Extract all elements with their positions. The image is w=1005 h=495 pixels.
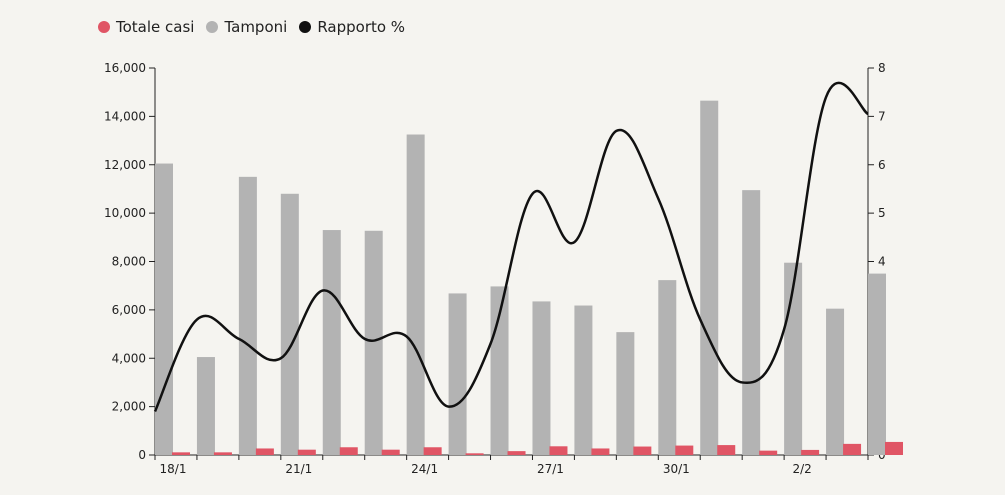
bar-tamponi xyxy=(238,176,257,455)
bar-totale-casi xyxy=(759,450,778,455)
bar-tamponi xyxy=(196,357,215,455)
bar-totale-casi xyxy=(591,448,610,455)
legend-item-totale-casi[interactable]: Totale casi xyxy=(98,18,194,36)
bar-tamponi xyxy=(364,230,383,455)
bar-totale-casi xyxy=(801,449,820,455)
y-tick-label-left: 16,000 xyxy=(104,61,146,75)
bar-tamponi xyxy=(826,308,845,455)
bar-tamponi xyxy=(700,100,719,455)
line-rapporto xyxy=(153,81,869,412)
bar-tamponi xyxy=(406,134,425,455)
legend-label-rapporto: Rapporto % xyxy=(317,18,406,36)
y-tick-label-left: 8,000 xyxy=(112,255,146,269)
bar-totale-casi xyxy=(549,446,568,455)
legend-label-tamponi: Tamponi xyxy=(224,18,288,36)
bar-tamponi xyxy=(574,305,593,455)
bar-tamponi xyxy=(322,230,341,455)
bar-totale-casi xyxy=(297,449,316,455)
y-tick-label-left: 0 xyxy=(138,448,146,462)
y-tick-label-left: 2,000 xyxy=(112,400,146,414)
bar-totale-casi xyxy=(633,446,652,455)
bar-totale-casi xyxy=(255,448,274,455)
y-tick-label-right: 7 xyxy=(878,109,886,123)
bar-tamponi xyxy=(532,301,551,455)
bar-totale-casi xyxy=(465,453,484,455)
y-tick-label-left: 4,000 xyxy=(112,351,146,365)
bar-totale-casi xyxy=(717,445,736,455)
bar-tamponi xyxy=(742,190,761,455)
legend: Totale casi Tamponi Rapporto % xyxy=(98,18,405,36)
bar-totale-casi xyxy=(339,447,358,455)
bar-tamponi xyxy=(155,163,173,455)
legend-swatch-tamponi xyxy=(206,21,219,33)
legend-swatch-rapporto xyxy=(299,21,312,33)
bar-tamponi xyxy=(448,293,467,455)
y-tick-label-left: 14,000 xyxy=(104,109,146,123)
y-tick-label-right: 6 xyxy=(878,158,886,172)
bar-totale-casi xyxy=(172,452,190,455)
y-tick-label-left: 10,000 xyxy=(104,206,146,220)
legend-label-totale-casi: Totale casi xyxy=(116,18,195,36)
y-tick-label-right: 8 xyxy=(878,61,886,75)
legend-swatch-totale-casi xyxy=(98,21,110,33)
bar-totale-casi xyxy=(675,445,694,455)
bar-tamponi xyxy=(868,273,886,455)
bar-totale-casi xyxy=(507,451,526,455)
x-tick-label: 30/1 xyxy=(663,462,690,476)
bar-tamponi xyxy=(616,332,635,455)
bar-totale-casi xyxy=(381,449,400,455)
x-tick-label: 27/1 xyxy=(537,462,564,476)
x-tick-label: 21/1 xyxy=(285,462,312,476)
y-tick-label-right: 4 xyxy=(878,255,886,269)
bar-tamponi xyxy=(280,193,299,455)
bar-totale-casi xyxy=(885,441,903,455)
legend-item-tamponi[interactable]: Tamponi xyxy=(206,18,287,36)
y-tick-label-right: 5 xyxy=(878,206,886,220)
bar-tamponi xyxy=(658,280,677,455)
x-tick-label: 18/1 xyxy=(160,462,187,476)
legend-item-rapporto[interactable]: Rapporto % xyxy=(299,18,405,36)
bar-totale-casi xyxy=(843,443,862,455)
bar-totale-casi xyxy=(423,447,442,455)
bar-totale-casi xyxy=(213,452,232,455)
y-tick-label-left: 12,000 xyxy=(104,158,146,172)
y-tick-label-left: 6,000 xyxy=(112,303,146,317)
x-tick-label: 24/1 xyxy=(411,462,438,476)
x-tick-label: 2/2 xyxy=(792,462,811,476)
